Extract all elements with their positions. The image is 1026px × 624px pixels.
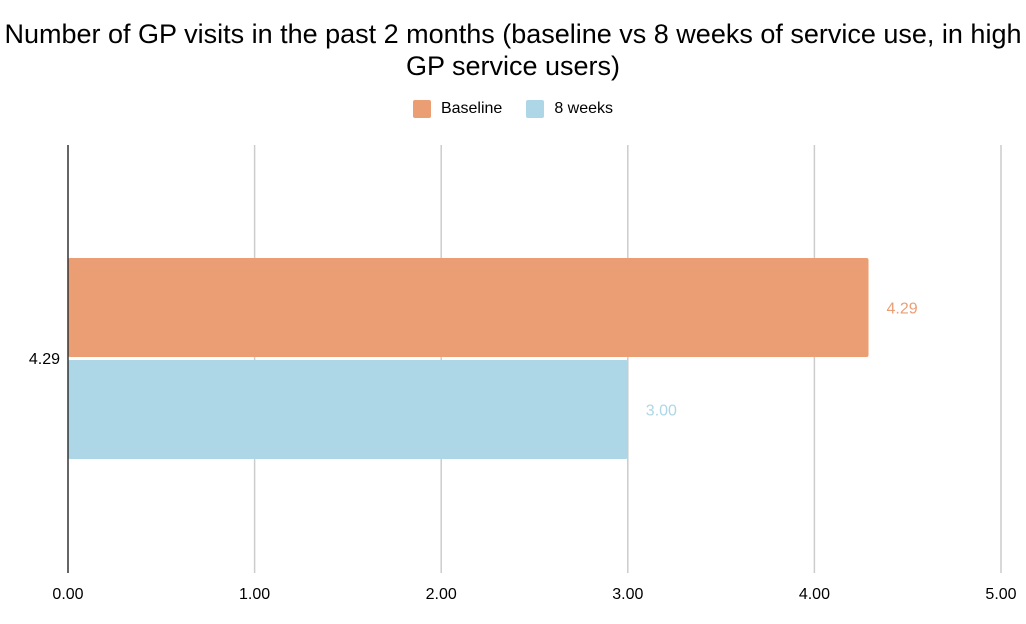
- x-tick-label: 3.00: [612, 586, 643, 603]
- legend: Baseline 8 weeks: [0, 100, 1026, 118]
- legend-label-baseline: Baseline: [440, 100, 503, 117]
- x-tick-label: 5.00: [985, 586, 1016, 603]
- legend-item-8-weeks[interactable]: 8 weeks: [526, 100, 613, 118]
- x-tick-label: 2.00: [426, 586, 457, 603]
- data-label-baseline: 4.29: [887, 301, 918, 318]
- x-tick-label: 1.00: [239, 586, 270, 603]
- category-label: 4.29: [29, 351, 60, 368]
- legend-item-baseline[interactable]: Baseline: [412, 100, 503, 118]
- legend-swatch-8-weeks: [526, 100, 545, 118]
- legend-label-8-weeks: 8 weeks: [554, 100, 614, 117]
- legend-swatch-baseline: [412, 100, 431, 118]
- chart-title: Number of GP visits in the past 2 months…: [4, 19, 1022, 81]
- bar-baseline: [68, 258, 869, 357]
- data-label-8-weeks: 3.00: [646, 403, 677, 420]
- x-tick-label: 0.00: [52, 586, 83, 603]
- x-tick-label: 4.00: [799, 586, 830, 603]
- bar-8-weeks: [68, 360, 628, 459]
